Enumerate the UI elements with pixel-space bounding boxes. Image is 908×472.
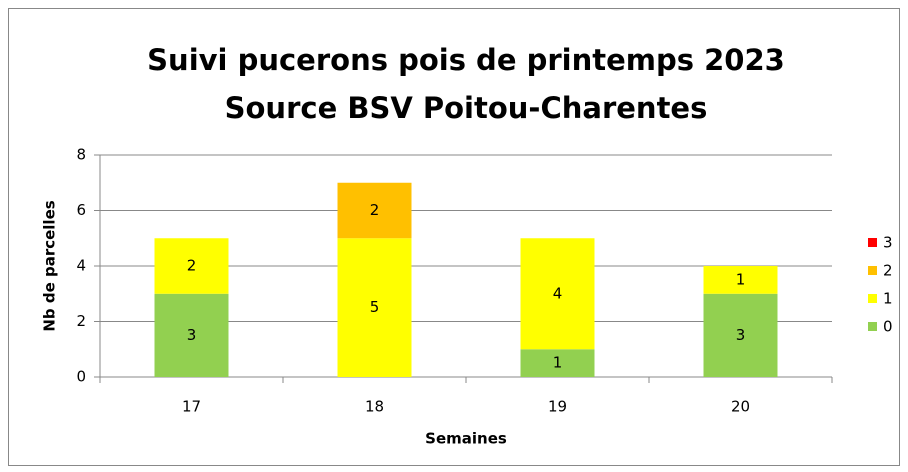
x-tick-label: 20: [731, 398, 750, 416]
legend-label: 0: [883, 318, 893, 336]
x-axis-title: Semaines: [425, 430, 507, 448]
data-label: 3: [736, 326, 746, 344]
bar-segment: [154, 293, 229, 377]
data-label: 2: [370, 201, 380, 219]
chart-border: [8, 8, 900, 466]
y-tick-label: 0: [76, 368, 86, 386]
x-tick-label: 17: [182, 398, 201, 416]
y-tick-label: 6: [76, 201, 86, 219]
x-tick-label: 19: [548, 398, 567, 416]
data-label: 3: [187, 326, 197, 344]
y-tick-label: 2: [76, 312, 86, 330]
legend-label: 1: [883, 290, 893, 308]
bar-segment: [520, 349, 595, 377]
bar-segment: [703, 266, 778, 294]
bar-segment: [520, 238, 595, 350]
bar-segment: [154, 238, 229, 294]
bar-segment: [337, 182, 412, 239]
data-label: 1: [736, 270, 746, 288]
x-tick-label: 18: [365, 398, 384, 416]
data-label: 5: [370, 298, 380, 316]
data-label: 2: [187, 257, 197, 275]
data-label: 1: [553, 354, 563, 372]
legend-swatch: [868, 238, 877, 247]
chart-subtitle: Source BSV Poitou-Charentes: [225, 91, 708, 125]
y-axis-title: Nb de parcelles: [41, 200, 59, 331]
legend-label: 2: [883, 262, 893, 280]
y-tick-label: 8: [76, 146, 86, 164]
legend-label: 3: [883, 234, 893, 252]
chart-title: Suivi pucerons pois de printemps 2023: [147, 43, 785, 77]
bar-segment: [337, 238, 412, 377]
data-label: 4: [553, 284, 563, 302]
legend-swatch: [868, 266, 877, 275]
bar-segment: [703, 293, 778, 377]
y-tick-label: 4: [76, 257, 86, 275]
legend-swatch: [868, 294, 877, 303]
legend-swatch: [868, 322, 877, 331]
